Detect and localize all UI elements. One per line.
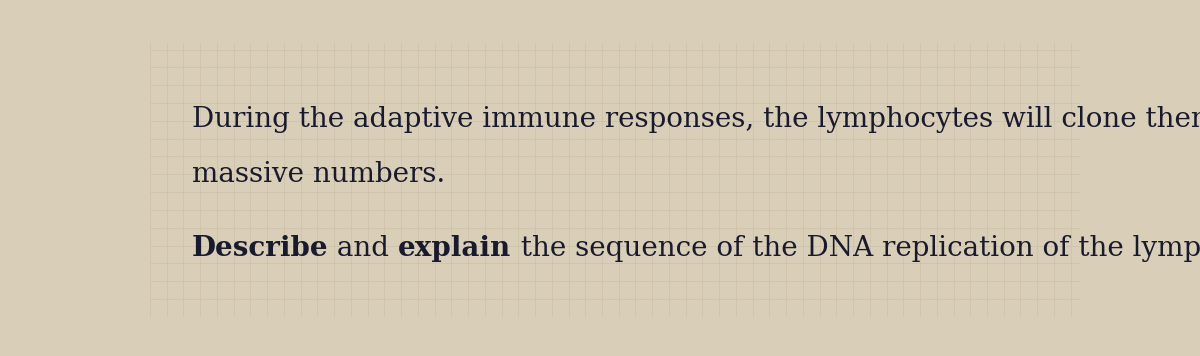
Text: explain: explain [398,235,511,262]
Text: the sequence of the DNA replication of the lymphocytes.: the sequence of the DNA replication of t… [511,235,1200,262]
Text: massive numbers.: massive numbers. [192,161,445,188]
Text: During the adaptive immune responses, the lymphocytes will clone themselves in: During the adaptive immune responses, th… [192,106,1200,133]
Text: Describe: Describe [192,235,329,262]
Text: and: and [329,235,398,262]
